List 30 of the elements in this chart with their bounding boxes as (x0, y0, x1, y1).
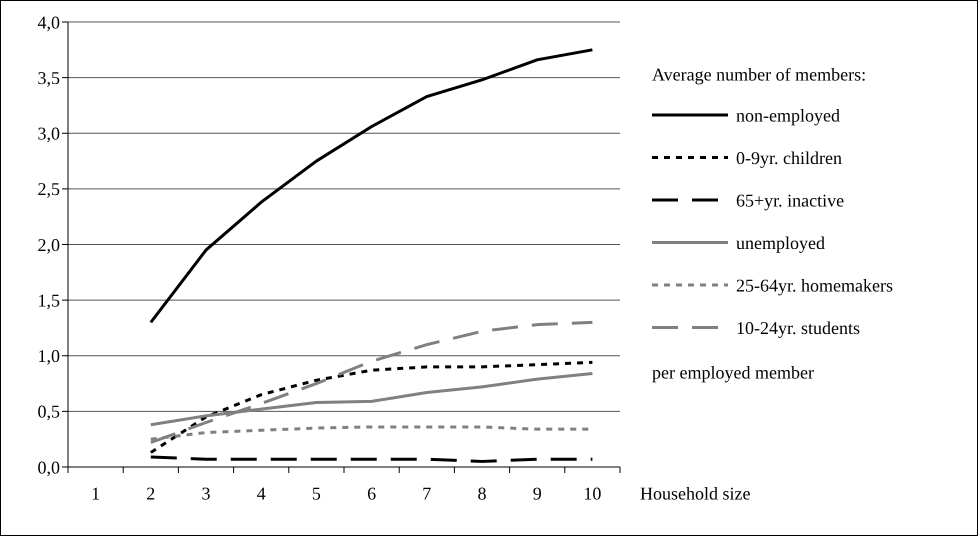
x-tick-label: 8 (478, 483, 486, 504)
y-tick-label: 1,5 (38, 290, 60, 310)
x-tick-label: 2 (146, 483, 156, 504)
x-tick-label: 9 (532, 483, 542, 504)
text: per employed member (652, 362, 814, 382)
legend-title: Average number of members: (652, 64, 866, 84)
x-tick-label: 6 (367, 483, 376, 504)
x-axis-title: Household size (640, 483, 750, 504)
x-tick-label: 4 (256, 483, 266, 504)
y-tick-label: 0,5 (38, 402, 60, 422)
y-tick-label: 4,0 (38, 12, 60, 32)
x-tick-label: 3 (202, 483, 210, 504)
x-tick-label: 5 (312, 483, 321, 504)
x-tick-label: 10 (583, 483, 602, 504)
line-series (149, 48, 594, 324)
y-tick-label: 3,5 (38, 68, 60, 88)
line-series (149, 320, 594, 444)
legend-label: 0-9yr. children (736, 148, 842, 168)
y-tick-label: 0,0 (38, 457, 60, 478)
y-tick-label: 3,0 (38, 124, 60, 144)
legend-label: 65+yr. inactive (736, 190, 844, 210)
legend-label: non-employed (736, 105, 840, 126)
x-tick-label: 1 (91, 483, 100, 504)
legend-label: unemployed (736, 232, 825, 253)
y-tick-label: 2,5 (38, 179, 60, 200)
y-tick-label: 2,0 (38, 234, 60, 255)
legend-label: 10-24yr. students (736, 318, 860, 338)
legend-label: 25-64yr. homemakers (736, 275, 893, 296)
y-tick-label: 1,0 (38, 346, 60, 366)
x-tick-label: 7 (422, 483, 432, 504)
